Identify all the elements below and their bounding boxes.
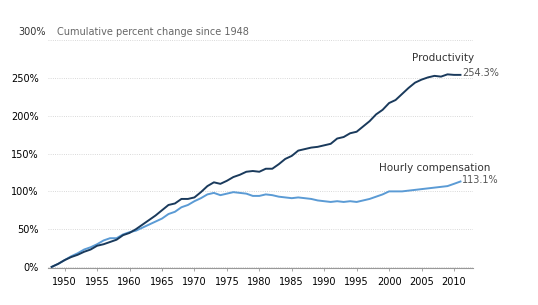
Text: 113.1%: 113.1% — [462, 175, 499, 185]
Text: 300%: 300% — [19, 27, 46, 37]
Text: Hourly compensation: Hourly compensation — [379, 163, 491, 173]
Text: Productivity: Productivity — [412, 53, 474, 63]
Text: Cumulative percent change since 1948: Cumulative percent change since 1948 — [57, 27, 249, 37]
Text: 254.3%: 254.3% — [462, 68, 499, 78]
